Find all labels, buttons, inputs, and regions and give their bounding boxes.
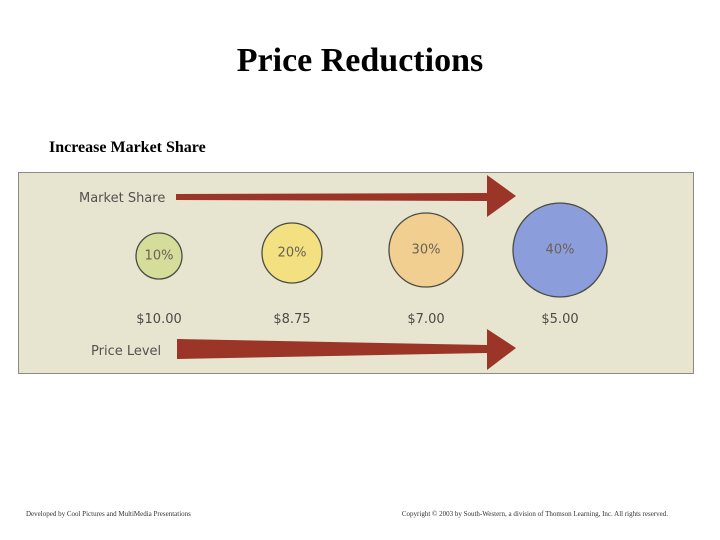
share-value-2: 20% [278, 246, 307, 261]
price-share-diagram: Market Share 10% $10.00 20% $8.75 30% $7… [18, 172, 694, 374]
footer-credit: Developed by Cool Pictures and MultiMedi… [26, 510, 191, 518]
price-value-3: $7.00 [407, 312, 444, 327]
share-circle-1 [135, 232, 183, 280]
page-subtitle: Increase Market Share [49, 139, 206, 156]
share-circle-3 [388, 212, 464, 288]
share-value-4: 40% [546, 243, 575, 258]
price-level-arrow [177, 329, 516, 370]
diagram-canvas: Market Share 10% $10.00 20% $8.75 30% $7… [79, 175, 608, 370]
market-share-label: Market Share [79, 191, 165, 206]
footer-copyright: Copyright © 2003 by South-Western, a div… [401, 510, 668, 518]
share-step-3: 30% $7.00 [388, 212, 464, 327]
share-step-4: 40% $5.00 [512, 202, 608, 327]
price-value-4: $5.00 [541, 312, 578, 327]
share-circle-4 [512, 202, 608, 298]
share-value-1: 10% [145, 249, 174, 264]
price-value-2: $8.75 [273, 312, 310, 327]
share-step-2: 20% $8.75 [261, 222, 323, 327]
market-share-arrow [176, 175, 516, 217]
share-step-1: 10% $10.00 [135, 232, 183, 327]
price-level-label: Price Level [91, 344, 161, 359]
share-value-3: 30% [412, 243, 441, 258]
price-value-1: $10.00 [136, 312, 182, 327]
share-circle-2 [261, 222, 323, 284]
page-title: Price Reductions [236, 42, 484, 79]
